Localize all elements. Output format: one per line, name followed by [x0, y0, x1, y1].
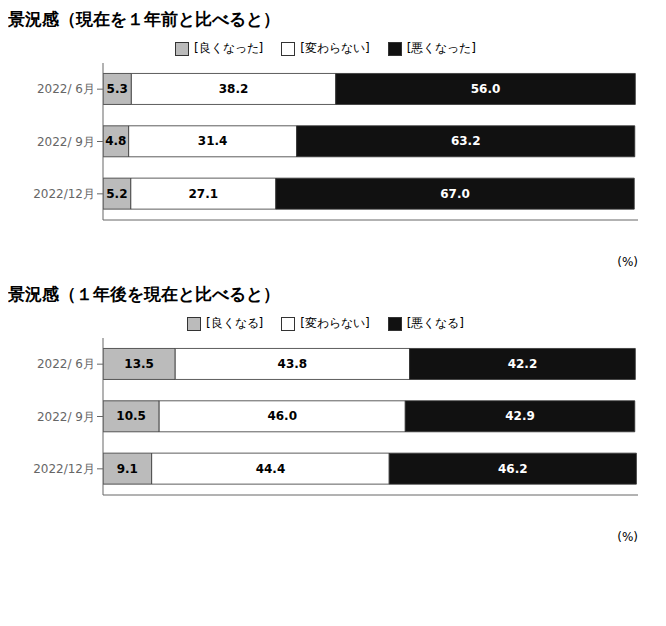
svg-text:10.5: 10.5	[116, 409, 146, 423]
html-text:[良くなる]: [良くなる]	[205, 316, 264, 330]
html-text:景況感（１年後を現在と比べると）: 景況感（１年後を現在と比べると）	[8, 284, 280, 304]
html-text:[変わらない]: [変わらない]	[300, 316, 370, 330]
svg-text:5.2: 5.2	[106, 187, 127, 201]
html-text:[悪くなる]: [悪くなる]	[406, 316, 465, 330]
svg-text:2022/12月: 2022/12月	[33, 187, 95, 201]
svg-text:2022/12月: 2022/12月	[33, 462, 95, 476]
svg-text:44.4: 44.4	[256, 462, 286, 476]
svg-text:56.0: 56.0	[471, 82, 501, 96]
svg-text:38.2: 38.2	[219, 82, 249, 96]
svg-text:4.8: 4.8	[105, 134, 126, 148]
svg-text:27.1: 27.1	[189, 187, 219, 201]
svg-text:46.0: 46.0	[267, 409, 297, 423]
svg-text:13.5: 13.5	[124, 357, 154, 371]
svg-text:2022/ 6月: 2022/ 6月	[37, 82, 95, 96]
svg-text:5.3: 5.3	[107, 82, 128, 96]
svg-text:63.2: 63.2	[451, 134, 481, 148]
svg-text:42.9: 42.9	[505, 409, 535, 423]
html-text:[悪くなった]: [悪くなった]	[406, 41, 477, 55]
svg-text:67.0: 67.0	[440, 187, 470, 201]
html-text:[変わらない]: [変わらない]	[300, 41, 370, 55]
html-text:[良くなった]: [良くなった]	[193, 41, 264, 55]
svg-text:43.8: 43.8	[278, 357, 308, 371]
svg-text:42.2: 42.2	[508, 357, 538, 371]
html-text:景況感（現在を１年前と比べると）: 景況感（現在を１年前と比べると）	[8, 9, 280, 29]
svg-text:2022/ 6月: 2022/ 6月	[37, 357, 95, 371]
svg-text:31.4: 31.4	[198, 134, 228, 148]
svg-text:46.2: 46.2	[498, 462, 528, 476]
svg-text:2022/ 9月: 2022/ 9月	[37, 410, 95, 424]
svg-text:2022/ 9月: 2022/ 9月	[37, 135, 95, 149]
svg-text:9.1: 9.1	[117, 462, 138, 476]
